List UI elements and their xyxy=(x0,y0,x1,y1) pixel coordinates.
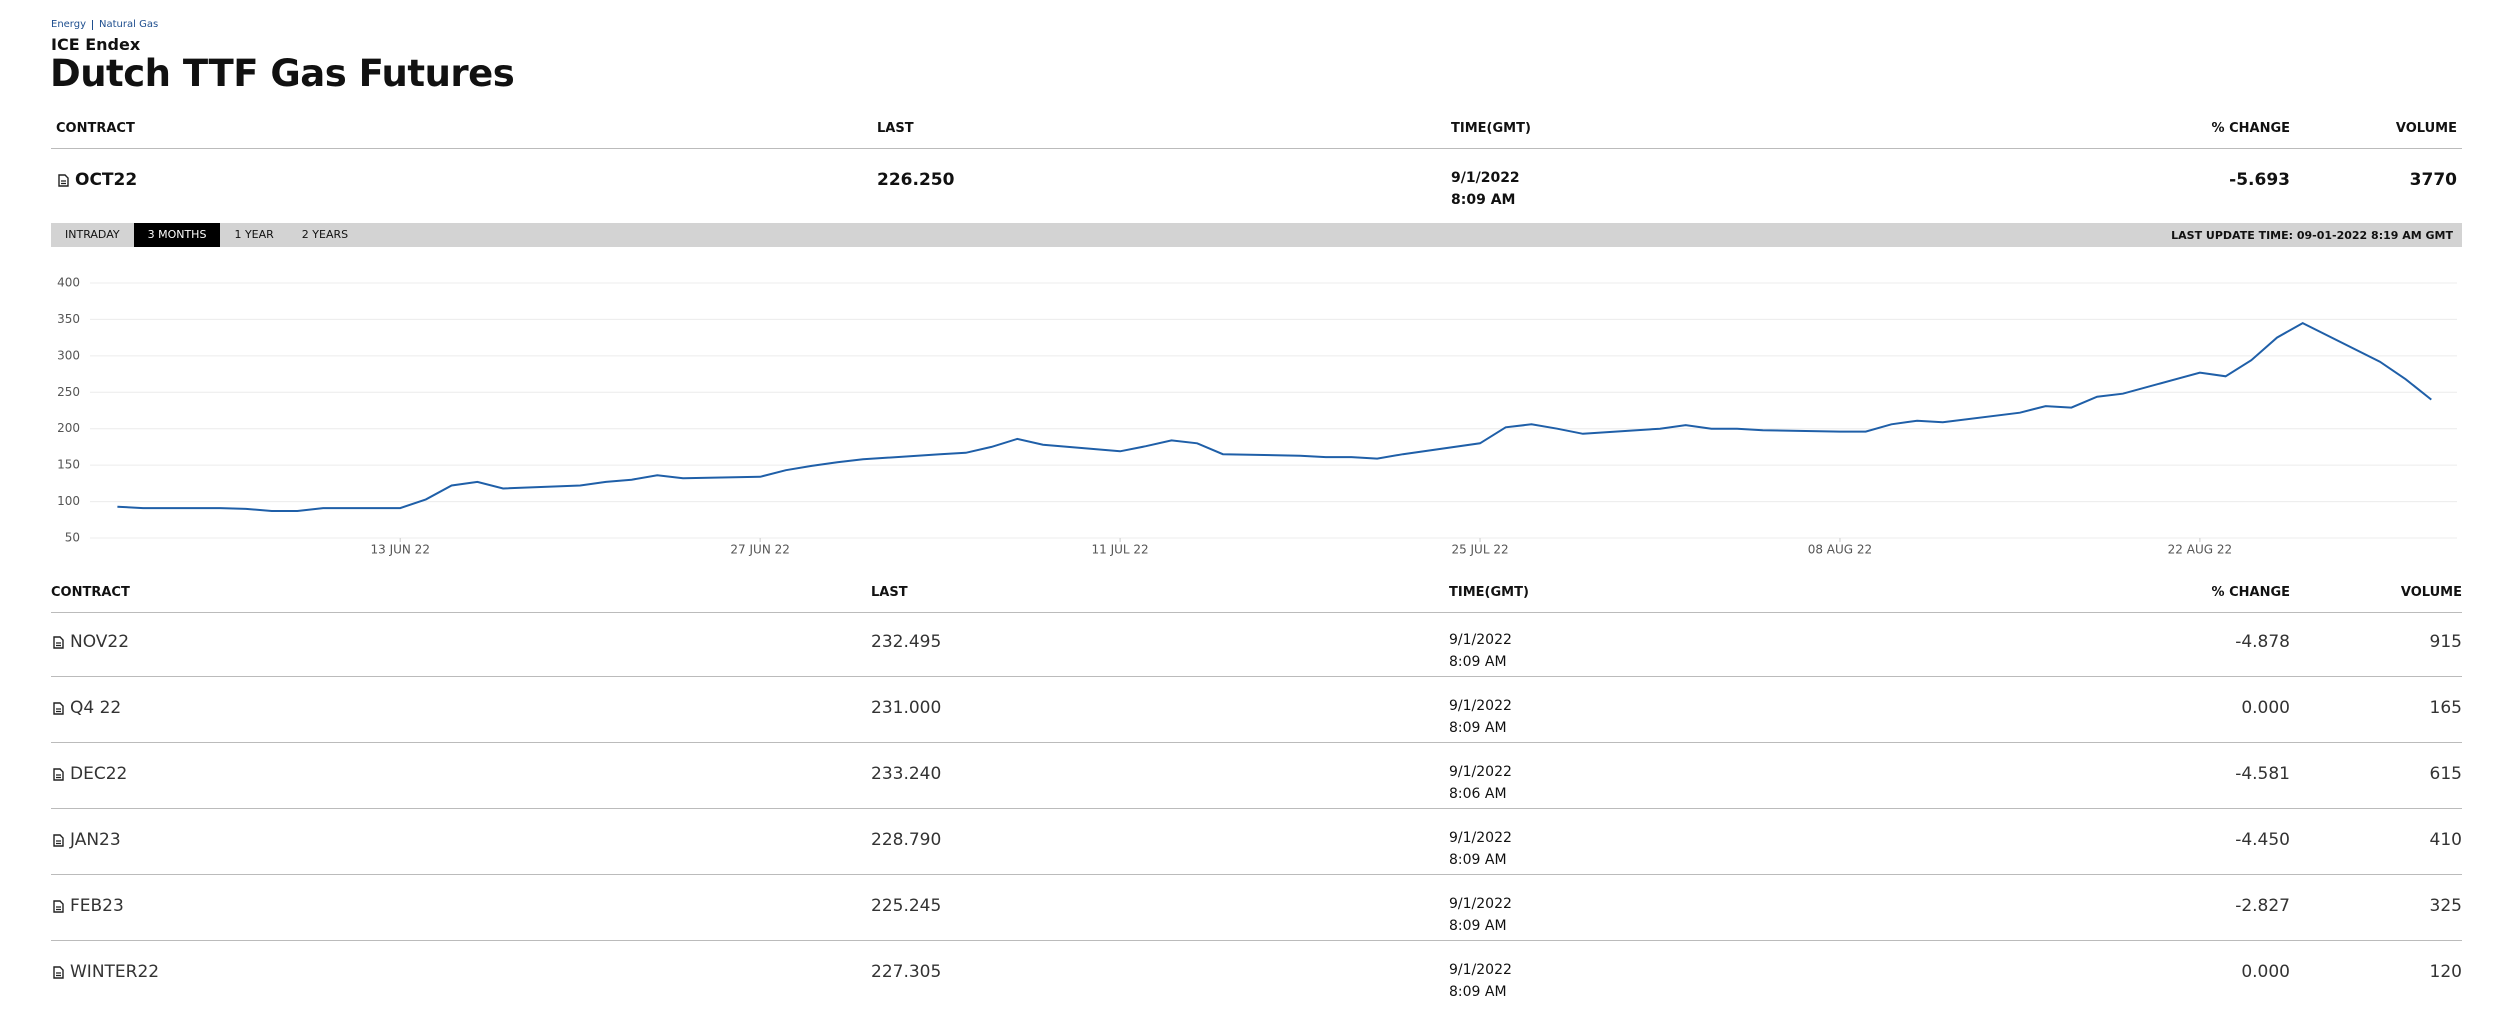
y-tick-label: 100 xyxy=(57,494,80,508)
last-update: LAST UPDATE TIME: 09-01-2022 8:19 AM GMT xyxy=(2171,228,2453,242)
y-tick-label: 400 xyxy=(57,276,80,290)
last-price: 233.240 xyxy=(871,764,942,784)
tab-bar: INTRADAY 3 MONTHS 1 YEAR 2 YEARS LAST UPDATE… xyxy=(51,223,2462,247)
doc-icon xyxy=(58,174,69,187)
row-rule xyxy=(51,940,2462,941)
column-header: LAST xyxy=(877,121,914,136)
y-tick-label: 50 xyxy=(65,531,80,545)
row-rule xyxy=(51,742,2462,743)
percent-change: -4.581 xyxy=(2235,764,2290,784)
row-rule xyxy=(51,874,2462,875)
column-header: VOLUME xyxy=(2395,121,2457,136)
volume: 120 xyxy=(2429,962,2462,982)
percent-change: -4.450 xyxy=(2235,830,2290,850)
trade-date: 9/1/2022 xyxy=(1449,632,1512,648)
percent-change: 0.000 xyxy=(2241,962,2290,982)
x-tick-label: 11 JUL 22 xyxy=(1092,543,1149,557)
volume: 915 xyxy=(2429,632,2462,652)
column-header: CONTRACT xyxy=(56,121,135,136)
trade-time: 8:09 AM xyxy=(1449,654,1507,670)
breadcrumb: Energy Natural Gas xyxy=(51,19,158,30)
doc-icon xyxy=(53,834,64,847)
contract-link[interactable]: NOV22 xyxy=(70,632,130,652)
breadcrumb-link[interactable]: Natural Gas xyxy=(99,19,159,30)
percent-change: -2.827 xyxy=(2235,896,2290,916)
x-tick-label: 08 AUG 22 xyxy=(1808,543,1872,557)
y-tick-label: 200 xyxy=(57,421,80,435)
doc-icon xyxy=(53,702,64,715)
y-tick-label: 300 xyxy=(57,348,80,362)
percent-change: 0.000 xyxy=(2241,698,2290,718)
column-header: LAST xyxy=(871,585,908,600)
volume: 165 xyxy=(2429,698,2462,718)
x-tick-label: 13 JUN 22 xyxy=(370,543,429,557)
trade-date: 9/1/2022 xyxy=(1449,962,1512,978)
contract-link[interactable]: FEB23 xyxy=(70,896,124,916)
volume: 3770 xyxy=(2409,170,2457,190)
column-header: % CHANGE xyxy=(2211,585,2290,600)
last-price: 232.495 xyxy=(871,632,942,652)
breadcrumb-link[interactable]: Energy xyxy=(51,19,87,30)
page-title: Dutch TTF Gas Futures xyxy=(50,52,515,95)
volume: 410 xyxy=(2429,830,2462,850)
column-header: VOLUME xyxy=(2400,585,2462,600)
percent-change: -4.878 xyxy=(2235,632,2290,652)
percent-change: -5.693 xyxy=(2229,170,2290,190)
contract-link[interactable]: JAN23 xyxy=(70,830,121,850)
trade-time: 8:09 AM xyxy=(1449,984,1507,1000)
x-tick-label: 25 JUL 22 xyxy=(1451,543,1508,557)
header-rule xyxy=(51,148,2462,149)
range-tab[interactable]: 3 MONTHS xyxy=(133,223,221,247)
last-price: 225.245 xyxy=(871,896,942,916)
last-price: 231.000 xyxy=(871,698,942,718)
row-rule xyxy=(51,808,2462,809)
y-tick-label: 150 xyxy=(57,458,80,472)
last-price: 227.305 xyxy=(871,962,942,982)
last-price: 228.790 xyxy=(871,830,942,850)
contract-link[interactable]: Q4 22 xyxy=(70,698,122,718)
column-header: % CHANGE xyxy=(2211,121,2290,136)
doc-icon xyxy=(53,966,64,979)
x-tick-label: 22 AUG 22 xyxy=(2168,543,2232,557)
column-header: TIME(GMT) xyxy=(1451,121,1531,136)
trade-date: 9/1/2022 xyxy=(1451,170,1520,186)
doc-icon xyxy=(53,636,64,649)
last-price: 226.250 xyxy=(877,170,955,190)
volume: 325 xyxy=(2429,896,2462,916)
y-tick-label: 350 xyxy=(57,312,80,326)
header-rule xyxy=(51,612,2462,613)
contract-link[interactable]: OCT22 xyxy=(75,170,138,190)
trade-time: 8:09 AM xyxy=(1449,720,1507,736)
price-line xyxy=(117,321,2432,512)
trade-date: 9/1/2022 xyxy=(1449,764,1512,780)
range-tab[interactable]: INTRADAY xyxy=(65,228,120,241)
separator xyxy=(92,19,94,30)
range-tab[interactable]: 2 YEARS xyxy=(301,228,349,241)
trade-time: 8:06 AM xyxy=(1449,786,1507,802)
doc-icon xyxy=(53,900,64,913)
trade-time: 8:09 AM xyxy=(1451,192,1516,208)
doc-icon xyxy=(53,768,64,781)
row-rule xyxy=(51,676,2462,677)
y-tick-label: 250 xyxy=(57,385,80,399)
trade-time: 8:09 AM xyxy=(1449,918,1507,934)
trade-time: 8:09 AM xyxy=(1449,852,1507,868)
chart: 50 100 150 200 250 300 350 400 13 JUN 22 27 JUN 2… xyxy=(57,276,2457,557)
x-tick-label: 27 JUN 22 xyxy=(730,543,789,557)
contract-link[interactable]: DEC22 xyxy=(70,764,128,784)
trade-date: 9/1/2022 xyxy=(1449,896,1512,912)
exchange: ICE Endex xyxy=(51,35,141,54)
volume: 615 xyxy=(2429,764,2462,784)
trade-date: 9/1/2022 xyxy=(1449,830,1512,846)
trade-date: 9/1/2022 xyxy=(1449,698,1512,714)
column-header: TIME(GMT) xyxy=(1449,585,1529,600)
column-header: CONTRACT xyxy=(51,585,130,600)
contract-link[interactable]: WINTER22 xyxy=(70,962,160,982)
range-tab[interactable]: 1 YEAR xyxy=(234,228,274,241)
